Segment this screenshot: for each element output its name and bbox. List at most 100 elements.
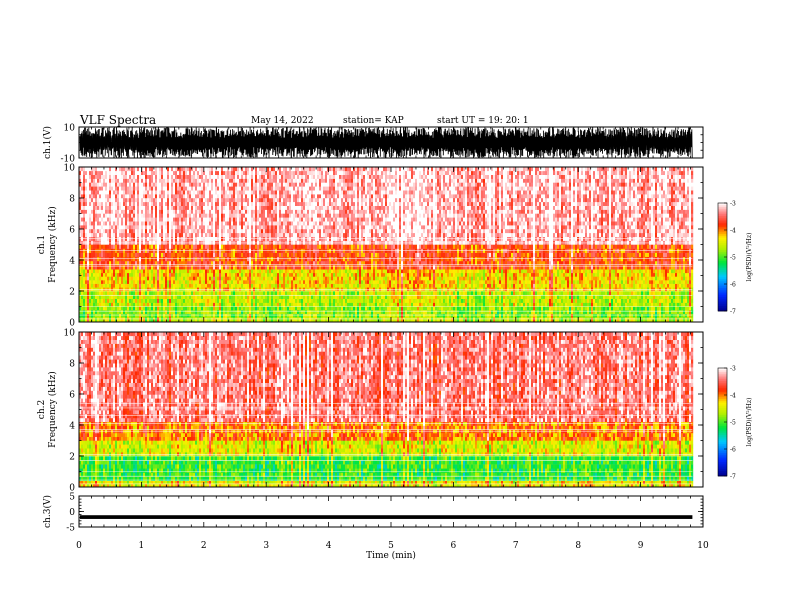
ch1-spectrogram-cell xyxy=(105,201,108,206)
ch1-spectrogram-cell xyxy=(283,298,286,303)
ch1-spectrogram-cell xyxy=(251,317,254,323)
ch1-spectrogram-cell xyxy=(291,269,294,274)
ch1-spectrogram-cell xyxy=(315,276,318,281)
ch1-spectrogram-cell xyxy=(83,317,86,323)
ch1-spectrogram-cell xyxy=(245,244,248,249)
ch1-spectrogram-cell xyxy=(171,182,174,187)
ch1-spectrogram-cell xyxy=(215,298,218,303)
ch1-spectrogram-cell xyxy=(291,221,294,226)
ch1-spectrogram-cell xyxy=(131,194,134,199)
ch1-spectrogram-cell xyxy=(139,232,142,237)
ch1-spectrogram-cell xyxy=(181,170,184,175)
ch1-spectrogram-cell xyxy=(161,209,164,214)
ch1-spectrogram-cell xyxy=(263,167,266,172)
ch1-spectrogram-cell xyxy=(89,217,92,222)
ch1-spectrogram-cell xyxy=(181,302,184,307)
ch1-spectrogram-cell xyxy=(259,182,262,187)
ch1-spectrogram-cell xyxy=(199,276,202,281)
ch1-spectrogram-cell xyxy=(259,186,262,191)
ch1-spectrogram-cell xyxy=(223,186,226,191)
ch1-spectrogram-cell xyxy=(163,276,166,281)
ch1-spectrogram-cell xyxy=(111,186,114,191)
ch1-spectrogram-cell xyxy=(179,317,182,323)
ch1-spectrogram-cell xyxy=(241,302,244,307)
ch1-spectrogram-cell xyxy=(309,217,312,222)
ch1-spectrogram-cell xyxy=(221,174,224,179)
ch1-spectrogram-cell xyxy=(127,174,130,179)
ch1-spectrogram-cell xyxy=(105,265,108,270)
ch1-spectrogram-cell xyxy=(107,265,110,270)
ch1-spectrogram-cell xyxy=(119,232,122,237)
ch1-spectrogram-cell xyxy=(197,317,200,323)
ch1-spectrogram-cell xyxy=(227,213,230,218)
ch1-spectrogram-cell xyxy=(131,217,134,222)
ch1-spectrogram-cell xyxy=(119,186,122,191)
ch1-spectrogram-cell xyxy=(165,221,168,226)
ch1-spectrogram-cell xyxy=(173,221,176,226)
ch1-spectrogram-cell xyxy=(299,298,302,303)
ch1-spectrogram-cell xyxy=(143,317,146,323)
ch1-spectrogram-cell xyxy=(245,213,248,218)
ch1-spectrogram-cell xyxy=(261,272,264,277)
ch1-spectrogram-cell xyxy=(299,276,302,281)
ch1-spectrogram-cell xyxy=(145,221,148,226)
ch1-spectrogram-cell xyxy=(197,302,200,307)
ch1-spectrogram-cell xyxy=(215,244,218,249)
ch1-spectrogram-cell xyxy=(137,276,140,281)
ch1-spectrogram-cell xyxy=(163,313,166,318)
ch1-spectrogram-cell xyxy=(109,298,112,303)
ch1-spectrogram-cell xyxy=(149,294,152,299)
ch1-spectrogram-cell xyxy=(173,229,176,234)
ch1-spectrogram-cell xyxy=(109,256,112,262)
ch1-spectrogram-cell xyxy=(167,272,170,277)
ch1-spectrogram-cell xyxy=(277,174,280,179)
ch1-spectrogram-cell xyxy=(257,236,260,241)
ch1-spectrogram-cell xyxy=(155,167,158,172)
ch1-spectrogram-cell xyxy=(239,167,242,172)
ch1-spectrogram-cell xyxy=(133,306,136,311)
ch1-spectrogram-cell xyxy=(105,182,108,187)
ch1-spectrogram-cell xyxy=(107,201,110,206)
ch1-spectrogram-cell xyxy=(91,252,94,258)
ch1-spectrogram-cell xyxy=(297,261,300,266)
ch1-spectrogram-cell xyxy=(319,217,322,222)
ch1-spectrogram-cell xyxy=(231,291,234,296)
ch1-spectrogram-cell xyxy=(103,302,106,307)
ch1-spectrogram-cell xyxy=(289,201,292,206)
ch1-spectrogram-cell xyxy=(193,302,196,307)
ch1-spectrogram-cell xyxy=(103,229,106,234)
ch1-spectrogram-cell xyxy=(107,280,110,284)
ch1-spectrogram-cell xyxy=(147,217,150,222)
ch1-spectrogram-cell xyxy=(241,186,244,191)
ch1-spectrogram-cell xyxy=(181,229,184,234)
ch1-spectrogram-cell xyxy=(203,283,206,288)
ch1-spectrogram-cell xyxy=(233,178,236,183)
ch1-spectrogram-cell xyxy=(183,217,186,222)
ch1-spectrogram-cell xyxy=(313,213,316,218)
ch1-spectrogram-cell xyxy=(255,167,258,172)
ch1-spectrogram-cell xyxy=(179,256,182,262)
ch1-spectrogram-cell xyxy=(201,269,204,274)
ch1-spectrogram-cell xyxy=(285,302,288,307)
ch1-spectrogram-cell xyxy=(139,205,142,210)
ch1-spectrogram-cell xyxy=(135,317,138,323)
ch1-spectrogram-cell xyxy=(133,294,136,299)
ch1-spectrogram-cell xyxy=(125,306,128,311)
ch1-spectrogram-cell xyxy=(117,256,120,262)
ch1-spectrogram-cell xyxy=(225,236,228,241)
ch1-spectrogram-cell xyxy=(229,232,232,237)
ch1-spectrogram-cell xyxy=(173,306,176,311)
ch1-spectrogram-cell xyxy=(113,205,116,210)
ch1-spectrogram-cell xyxy=(303,265,306,270)
ch1-spectrogram-cell xyxy=(239,209,242,214)
ch1-spectrogram-cell xyxy=(175,276,178,281)
ch1-spectrogram-cell xyxy=(229,302,232,307)
ch1-spectrogram-cell xyxy=(127,213,130,218)
ch1-spectrogram-cell xyxy=(119,236,122,241)
ch1-spectrogram-cell xyxy=(289,283,292,288)
ch1-spectrogram-cell xyxy=(89,298,92,303)
ch1-spectrogram-cell xyxy=(105,205,108,210)
ch1-spectrogram-cell xyxy=(209,291,212,296)
ch1-spectrogram-cell xyxy=(197,272,200,277)
ch1-spectrogram-cell xyxy=(129,306,132,311)
